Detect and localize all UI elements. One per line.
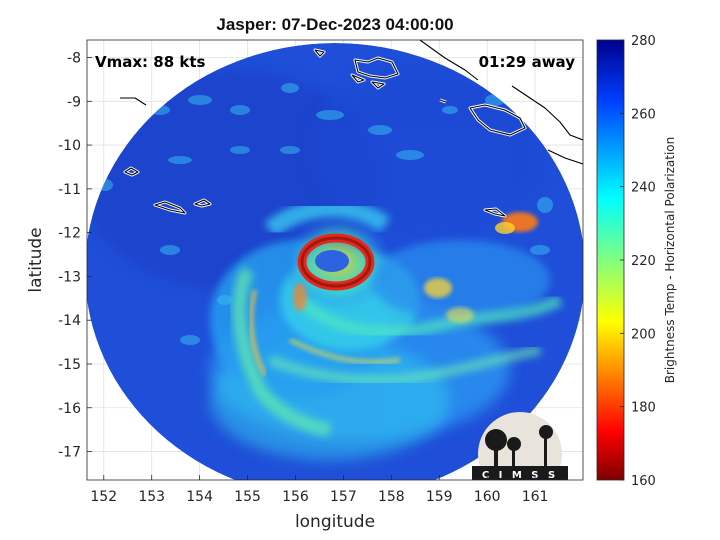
y-axis-label: latitude [26, 227, 46, 292]
x-tick-label: 158 [378, 489, 405, 505]
time-away-label: 01:29 away [479, 53, 576, 71]
y-axis: -8 -9 -10 -11 -12 -13 -14 -15 -16 -17 [58, 51, 92, 461]
x-tick-label: 160 [474, 489, 501, 505]
colorbar-scale [596, 39, 625, 481]
colorbar-tick-label: 260 [631, 107, 656, 122]
cimss-logo-text: C I M S S [482, 470, 558, 481]
y-tick-label: -17 [58, 445, 81, 461]
storm-eye [315, 250, 349, 272]
convection-east-2 [424, 278, 452, 298]
y-tick-label: -14 [58, 313, 81, 329]
x-tick-label: 153 [138, 489, 165, 505]
y-tick-label: -8 [67, 51, 81, 67]
colorbar-tick-label: 160 [631, 474, 656, 489]
colorbar: 280 260 240 220 200 180 160 Brightness Temp - … [596, 34, 677, 489]
x-tick-label: 156 [282, 489, 309, 505]
x-axis-label: longitude [295, 512, 375, 532]
x-axis: 152 153 154 155 156 157 158 159 160 161 [90, 475, 548, 505]
coastlines [120, 40, 583, 218]
x-tick-label: 152 [90, 489, 117, 505]
swath [87, 43, 583, 480]
y-tick-label: -13 [58, 269, 81, 285]
x-tick-label: 159 [426, 489, 453, 505]
colorbar-tick-label: 180 [631, 401, 656, 416]
axes-frame [86, 39, 584, 481]
colorbar-tick-label: 240 [631, 181, 656, 196]
x-tick-label: 155 [234, 489, 261, 505]
cimss-logo: C I M S S [472, 412, 568, 481]
x-tick-label: 157 [330, 489, 357, 505]
outer-band-south [268, 345, 541, 385]
colorbar-tick-label: 200 [631, 327, 656, 342]
x-tick-label: 154 [186, 489, 213, 505]
colorbar-tick-label: 220 [631, 254, 656, 269]
inner-band [295, 294, 563, 338]
colorbar-ticks: 280 260 240 220 200 180 160 [620, 34, 656, 489]
y-tick-label: -16 [58, 401, 81, 417]
y-tick-label: -9 [67, 94, 81, 110]
chart-title: Jasper: 07-Dec-2023 04:00:00 [216, 15, 453, 34]
y-tick-label: -11 [58, 182, 81, 198]
colorbar-tick-label: 280 [631, 34, 656, 49]
vmax-label: Vmax: 88 kts [95, 53, 205, 71]
outer-band-west-core [248, 289, 268, 377]
y-tick-label: -12 [58, 226, 81, 242]
y-tick-label: -10 [58, 138, 81, 154]
x-tick-label: 161 [522, 489, 549, 505]
colorbar-label: Brightness Temp - Horizontal Polarizatio… [663, 137, 677, 384]
y-tick-label: -15 [58, 357, 81, 373]
plot-area: C I M S S [87, 40, 583, 481]
outer-band-west [232, 266, 332, 437]
